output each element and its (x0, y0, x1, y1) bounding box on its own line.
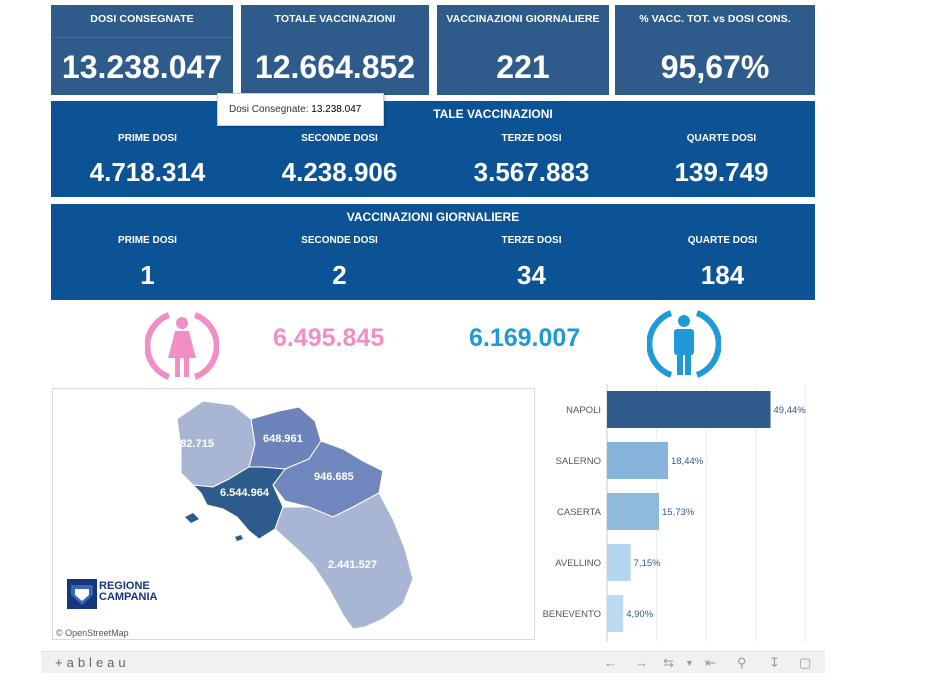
tableau-logo[interactable]: +ableau (55, 655, 130, 670)
tooltip-value: 13.238.047 (311, 104, 362, 115)
kpi-label: TOTALE VACCINAZIONI (274, 13, 396, 25)
bar-benevento[interactable] (607, 595, 624, 632)
province-salerno (274, 492, 414, 630)
bar-value-label: 4,90% (626, 609, 653, 620)
col-value: 1 (140, 260, 155, 290)
col-value: 184 (700, 260, 745, 290)
undo-icon[interactable]: ← (604, 655, 617, 670)
logo-line-1: REGIONE (99, 580, 150, 592)
col-value: 2 (332, 260, 347, 290)
reset-icon[interactable]: ⇤ (705, 655, 716, 670)
bar-chart-svg: NAPOLI 49,44% SALERNO 18,44% CASERTA 15,73% AV… (543, 384, 807, 642)
col-value: 4.718.314 (89, 157, 206, 187)
kpi-dosi-consegnate[interactable]: DOSI CONSEGNATE 13.238.047 (51, 5, 233, 95)
totale-quarte-dosi[interactable]: QUARTE DOSI 139.749 (626, 133, 817, 188)
bar-avellino[interactable] (607, 544, 631, 581)
tooltip: Dosi Consegnate: 13.238.047 (217, 93, 384, 126)
bar-napoli[interactable] (607, 391, 771, 428)
col-label: QUARTE DOSI (687, 235, 758, 246)
bar-value-label: 49,44% (774, 405, 807, 416)
bar-salerno[interactable] (607, 442, 668, 479)
vaccinazioni-giornaliere-band: VACCINAZIONI GIORNALIERE PRIME DOSI 1 SE… (51, 204, 815, 300)
kpi-label: % VACC. TOT. vs DOSI CONS. (639, 13, 791, 25)
giornaliere-seconde-dosi[interactable]: SECONDE DOSI 2 (244, 235, 435, 291)
regione-campania-emblem-icon (67, 579, 97, 609)
totale-prime-dosi[interactable]: PRIME DOSI 4.718.314 (52, 133, 243, 188)
island-ischia (185, 513, 199, 523)
bar-category-label: AVELLINO (555, 558, 601, 569)
kpi-percentuale[interactable]: % VACC. TOT. vs DOSI CONS. 95,67% (615, 5, 815, 95)
tableau-toolbar: +ableau ← → ⇆ ▼ ⇤ ⚲ ↧ ▢ (41, 651, 825, 673)
dropdown-icon[interactable]: ▼ (685, 658, 694, 668)
totale-vaccinazioni-band: TALE VACCINAZIONI PRIME DOSI 4.718.314 S… (51, 101, 815, 197)
col-label: PRIME DOSI (118, 235, 177, 246)
bar-category-label: CASERTA (557, 507, 602, 518)
female-person-icon (145, 312, 219, 380)
island-capri (235, 535, 243, 541)
col-label: TERZE DOSI (501, 133, 562, 144)
province-bar-chart: NAPOLI 49,44% SALERNO 18,44% CASERTA 15,73% AV… (540, 384, 820, 642)
kpi-value: 12.664.852 (254, 49, 416, 85)
band-title: TALE VACCINAZIONI (433, 107, 553, 121)
bar-category-label: SALERNO (556, 456, 601, 467)
totale-terze-dosi[interactable]: TERZE DOSI 3.567.883 (436, 133, 627, 188)
map-label-napoli: 6.544.964 (220, 487, 269, 499)
revert-icon[interactable]: ⇆ (663, 655, 674, 670)
fullscreen-icon[interactable]: ▢ (799, 655, 812, 670)
bar-category-label: BENEVENTO (543, 609, 601, 620)
totale-seconde-dosi[interactable]: SECONDE DOSI 4.238.906 (244, 133, 435, 188)
campania-map[interactable]: 2.082.715 648.961 946.685 6.544.964 2.44… (52, 388, 535, 640)
bar-category-label: NAPOLI (566, 405, 601, 416)
regione-campania-logo: REGIONE CAMPANIA (67, 579, 163, 611)
logo-line-2: CAMPANIA (99, 591, 158, 603)
bar-caserta[interactable] (607, 493, 660, 530)
kpi-value: 95,67% (660, 49, 770, 85)
bar-value-label: 7,15% (634, 558, 661, 569)
col-label: TERZE DOSI (501, 235, 562, 246)
kpi-label: DOSI CONSEGNATE (90, 13, 194, 25)
kpi-totale-vaccinazioni[interactable]: TOTALE VACCINAZIONI 12.664.852 (241, 5, 429, 95)
col-value: 139.749 (674, 157, 769, 187)
map-label-salerno: 2.441.527 (328, 559, 377, 571)
male-total: 6.169.007 (469, 324, 581, 352)
col-label: PRIME DOSI (118, 133, 177, 144)
col-value: 4.238.906 (281, 157, 398, 187)
kpi-value: 13.238.047 (61, 49, 223, 85)
col-value: 34 (517, 260, 546, 290)
giornaliere-prime-dosi[interactable]: PRIME DOSI 1 (52, 235, 243, 291)
share-icon[interactable]: ⚲ (737, 655, 747, 670)
kpi-vaccinazioni-giornaliere[interactable]: VACCINAZIONI GIORNALIERE 221 (437, 5, 609, 95)
map-label-caserta: 2.082.715 (165, 438, 214, 450)
male-person-icon (647, 310, 721, 378)
map-label-avellino: 946.685 (314, 471, 354, 483)
kpi-label: VACCINAZIONI GIORNALIERE (446, 13, 600, 25)
map-attribution[interactable]: © OpenStreetMap (56, 628, 129, 638)
province-map-svg (176, 400, 414, 630)
redo-icon[interactable]: → (635, 655, 648, 670)
bar-value-label: 15,73% (662, 507, 695, 518)
download-icon[interactable]: ↧ (769, 655, 780, 670)
kpi-divider (51, 37, 233, 38)
giornaliere-quarte-dosi[interactable]: QUARTE DOSI 184 (627, 235, 818, 291)
col-label: SECONDE DOSI (301, 235, 378, 246)
giornaliere-terze-dosi[interactable]: TERZE DOSI 34 (436, 235, 627, 291)
female-total: 6.495.845 (273, 324, 385, 352)
tooltip-label: Dosi Consegnate: (229, 104, 309, 115)
band-title: VACCINAZIONI GIORNALIERE (346, 210, 520, 224)
col-label: QUARTE DOSI (686, 133, 757, 144)
col-value: 3.567.883 (473, 157, 590, 187)
map-label-benevento: 648.961 (263, 433, 303, 445)
kpi-value: 221 (496, 49, 550, 85)
col-label: SECONDE DOSI (301, 133, 378, 144)
bar-value-label: 18,44% (671, 456, 704, 467)
